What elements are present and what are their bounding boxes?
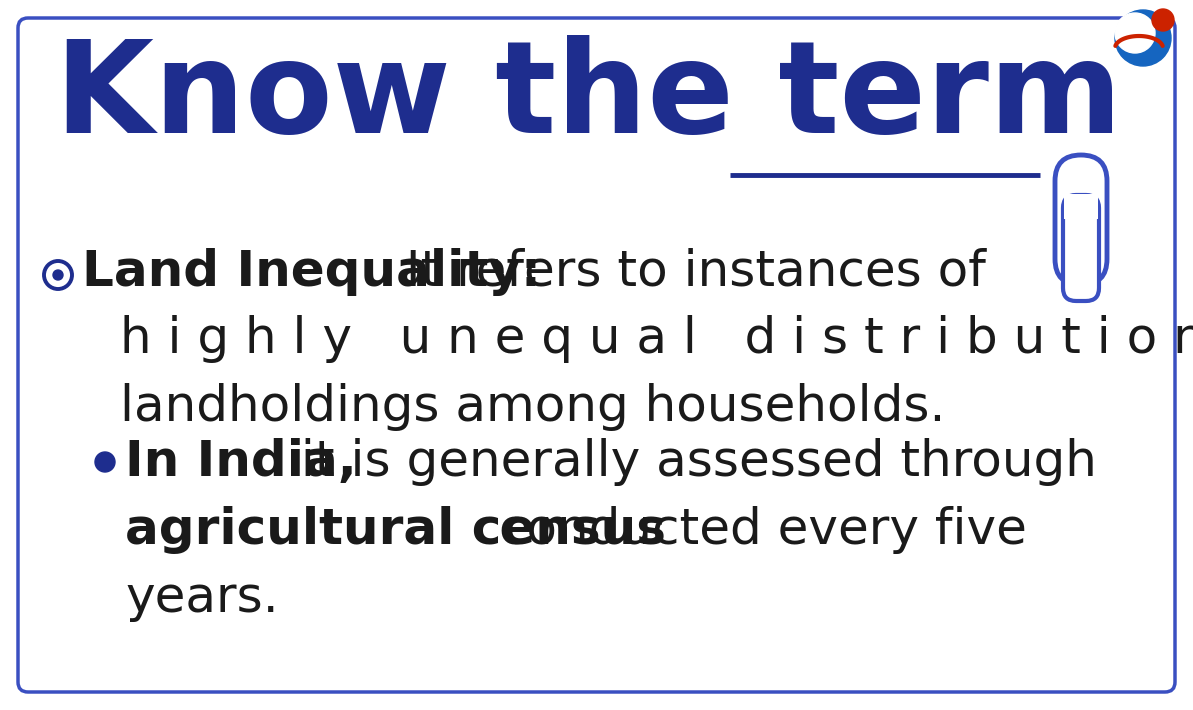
Text: h i g h l y   u n e q u a l   d i s t r i b u t i o n   o f: h i g h l y u n e q u a l d i s t r i b … <box>120 315 1193 363</box>
FancyBboxPatch shape <box>1063 195 1099 295</box>
Text: It refers to instances of: It refers to instances of <box>390 248 985 296</box>
Text: it is generally assessed through: it is generally assessed through <box>285 438 1096 486</box>
Circle shape <box>52 270 63 280</box>
Text: In India,: In India, <box>125 438 357 486</box>
Text: years.: years. <box>125 574 279 622</box>
Text: Know the term: Know the term <box>55 35 1123 160</box>
Circle shape <box>95 452 115 472</box>
Text: Land Inequality:: Land Inequality: <box>82 248 540 296</box>
Text: landholdings among households.: landholdings among households. <box>120 383 945 431</box>
Text: agricultural census: agricultural census <box>125 506 666 554</box>
Circle shape <box>1115 10 1172 66</box>
FancyBboxPatch shape <box>1064 194 1098 219</box>
Circle shape <box>1115 13 1155 53</box>
Circle shape <box>1152 9 1174 31</box>
Text: conducted every five: conducted every five <box>483 506 1027 554</box>
